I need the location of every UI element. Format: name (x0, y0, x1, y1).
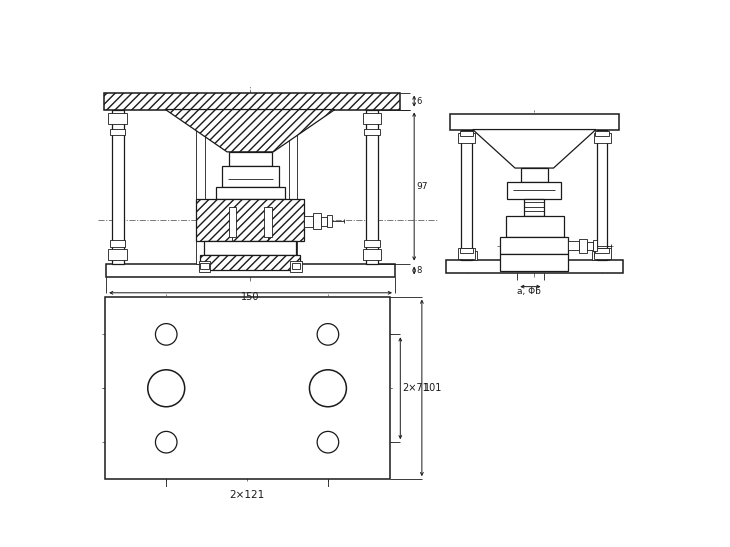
Bar (460, 131, 474, 136)
Bar (200, 263, 209, 269)
Bar (593, 248, 610, 259)
Bar (196, 109, 204, 264)
Bar (500, 254, 568, 271)
Bar (327, 215, 331, 228)
Bar (288, 109, 297, 264)
Circle shape (317, 432, 339, 453)
Bar (593, 241, 597, 251)
Bar (587, 242, 593, 249)
Bar (229, 152, 272, 166)
Bar (110, 129, 126, 135)
Bar (363, 249, 381, 260)
Bar (215, 187, 285, 199)
Bar (313, 213, 321, 229)
Bar (304, 216, 313, 226)
Text: a, Φb: a, Φb (518, 287, 541, 296)
Text: 101: 101 (424, 383, 442, 393)
Bar (364, 129, 380, 135)
Bar (363, 113, 381, 124)
Bar (592, 251, 609, 260)
Bar (507, 182, 561, 199)
Bar (596, 130, 607, 260)
Bar (579, 239, 587, 253)
Bar (104, 296, 390, 479)
Bar (228, 207, 237, 237)
Bar (292, 263, 300, 269)
Bar (199, 261, 210, 272)
Bar (458, 248, 475, 259)
Bar (593, 249, 607, 256)
Bar (104, 92, 399, 109)
Bar (593, 132, 610, 143)
Bar (196, 199, 304, 241)
Text: 97: 97 (417, 182, 428, 191)
Bar (366, 109, 378, 264)
Polygon shape (166, 109, 335, 152)
Bar (364, 241, 380, 247)
Bar (595, 131, 609, 136)
Bar (450, 114, 619, 130)
Bar (460, 251, 477, 260)
Bar (222, 166, 280, 187)
Text: 8: 8 (417, 266, 422, 275)
Bar (458, 132, 475, 143)
Bar (112, 109, 124, 264)
Bar (321, 217, 327, 226)
Bar (595, 248, 609, 253)
Bar (291, 261, 301, 272)
Bar (106, 264, 395, 277)
Bar (110, 241, 126, 247)
Bar (264, 207, 272, 237)
Circle shape (317, 324, 339, 345)
Text: 2×71: 2×71 (403, 383, 429, 393)
Text: 150: 150 (242, 292, 260, 302)
Bar (460, 248, 474, 253)
Circle shape (147, 370, 185, 407)
Text: 2×121: 2×121 (229, 490, 265, 501)
Bar (204, 241, 296, 255)
Bar (500, 237, 568, 254)
Bar (524, 199, 545, 216)
Bar (506, 216, 564, 237)
Bar (109, 249, 127, 260)
Circle shape (155, 324, 177, 345)
Bar (521, 168, 548, 182)
Bar (446, 260, 623, 273)
Circle shape (310, 370, 347, 407)
Text: 6: 6 (417, 97, 422, 106)
Circle shape (155, 432, 177, 453)
Bar (460, 249, 474, 256)
Bar (461, 130, 472, 260)
Bar (109, 113, 127, 124)
Bar (568, 241, 579, 251)
Polygon shape (473, 130, 596, 168)
Bar (200, 255, 300, 270)
